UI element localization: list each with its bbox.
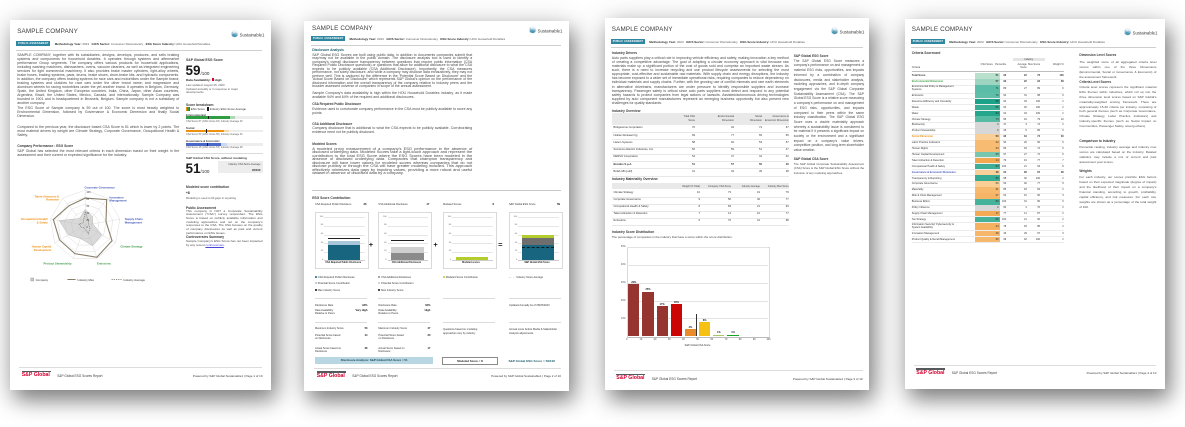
svg-text:Climate Strategy: Climate Strategy — [120, 245, 143, 249]
svg-text:40: 40 — [86, 212, 89, 215]
svg-text:Management: Management — [125, 220, 142, 224]
svg-text:Sustainable1: Sustainable1 — [538, 29, 563, 34]
svg-text:Sustainable1: Sustainable1 — [1133, 30, 1158, 35]
svg-text:Retention: Retention — [46, 198, 59, 202]
svg-text:Supply Chain: Supply Chain — [125, 217, 143, 221]
svg-text:Company: Company — [36, 278, 49, 282]
svg-text:Sustainable1: Sustainable1 — [239, 32, 264, 37]
svg-text:Innovation: Innovation — [110, 195, 124, 199]
svg-text:Industry Average: Industry Average — [123, 278, 145, 282]
svg-text:Talent Attraction &: Talent Attraction & — [34, 194, 59, 198]
svg-text:Management: Management — [110, 199, 127, 203]
svg-text:Emissions: Emissions — [97, 261, 111, 265]
svg-text:Human Capital: Human Capital — [32, 245, 52, 249]
svg-text:& Safety: & Safety — [37, 220, 49, 224]
svg-text:Product Stewardship: Product Stewardship — [44, 261, 72, 265]
svg-text:Sustainable1: Sustainable1 — [839, 29, 864, 34]
svg-text:0: 0 — [86, 226, 88, 229]
svg-text:Development: Development — [34, 248, 52, 252]
svg-text:Corporate Governance: Corporate Governance — [84, 186, 115, 190]
svg-text:Industry Max: Industry Max — [77, 278, 94, 282]
svg-text:20: 20 — [86, 219, 89, 222]
svg-text:80: 80 — [86, 198, 89, 201]
svg-text:Occupational Health: Occupational Health — [21, 217, 48, 221]
svg-text:60: 60 — [86, 205, 89, 208]
svg-text:100: 100 — [86, 191, 91, 194]
